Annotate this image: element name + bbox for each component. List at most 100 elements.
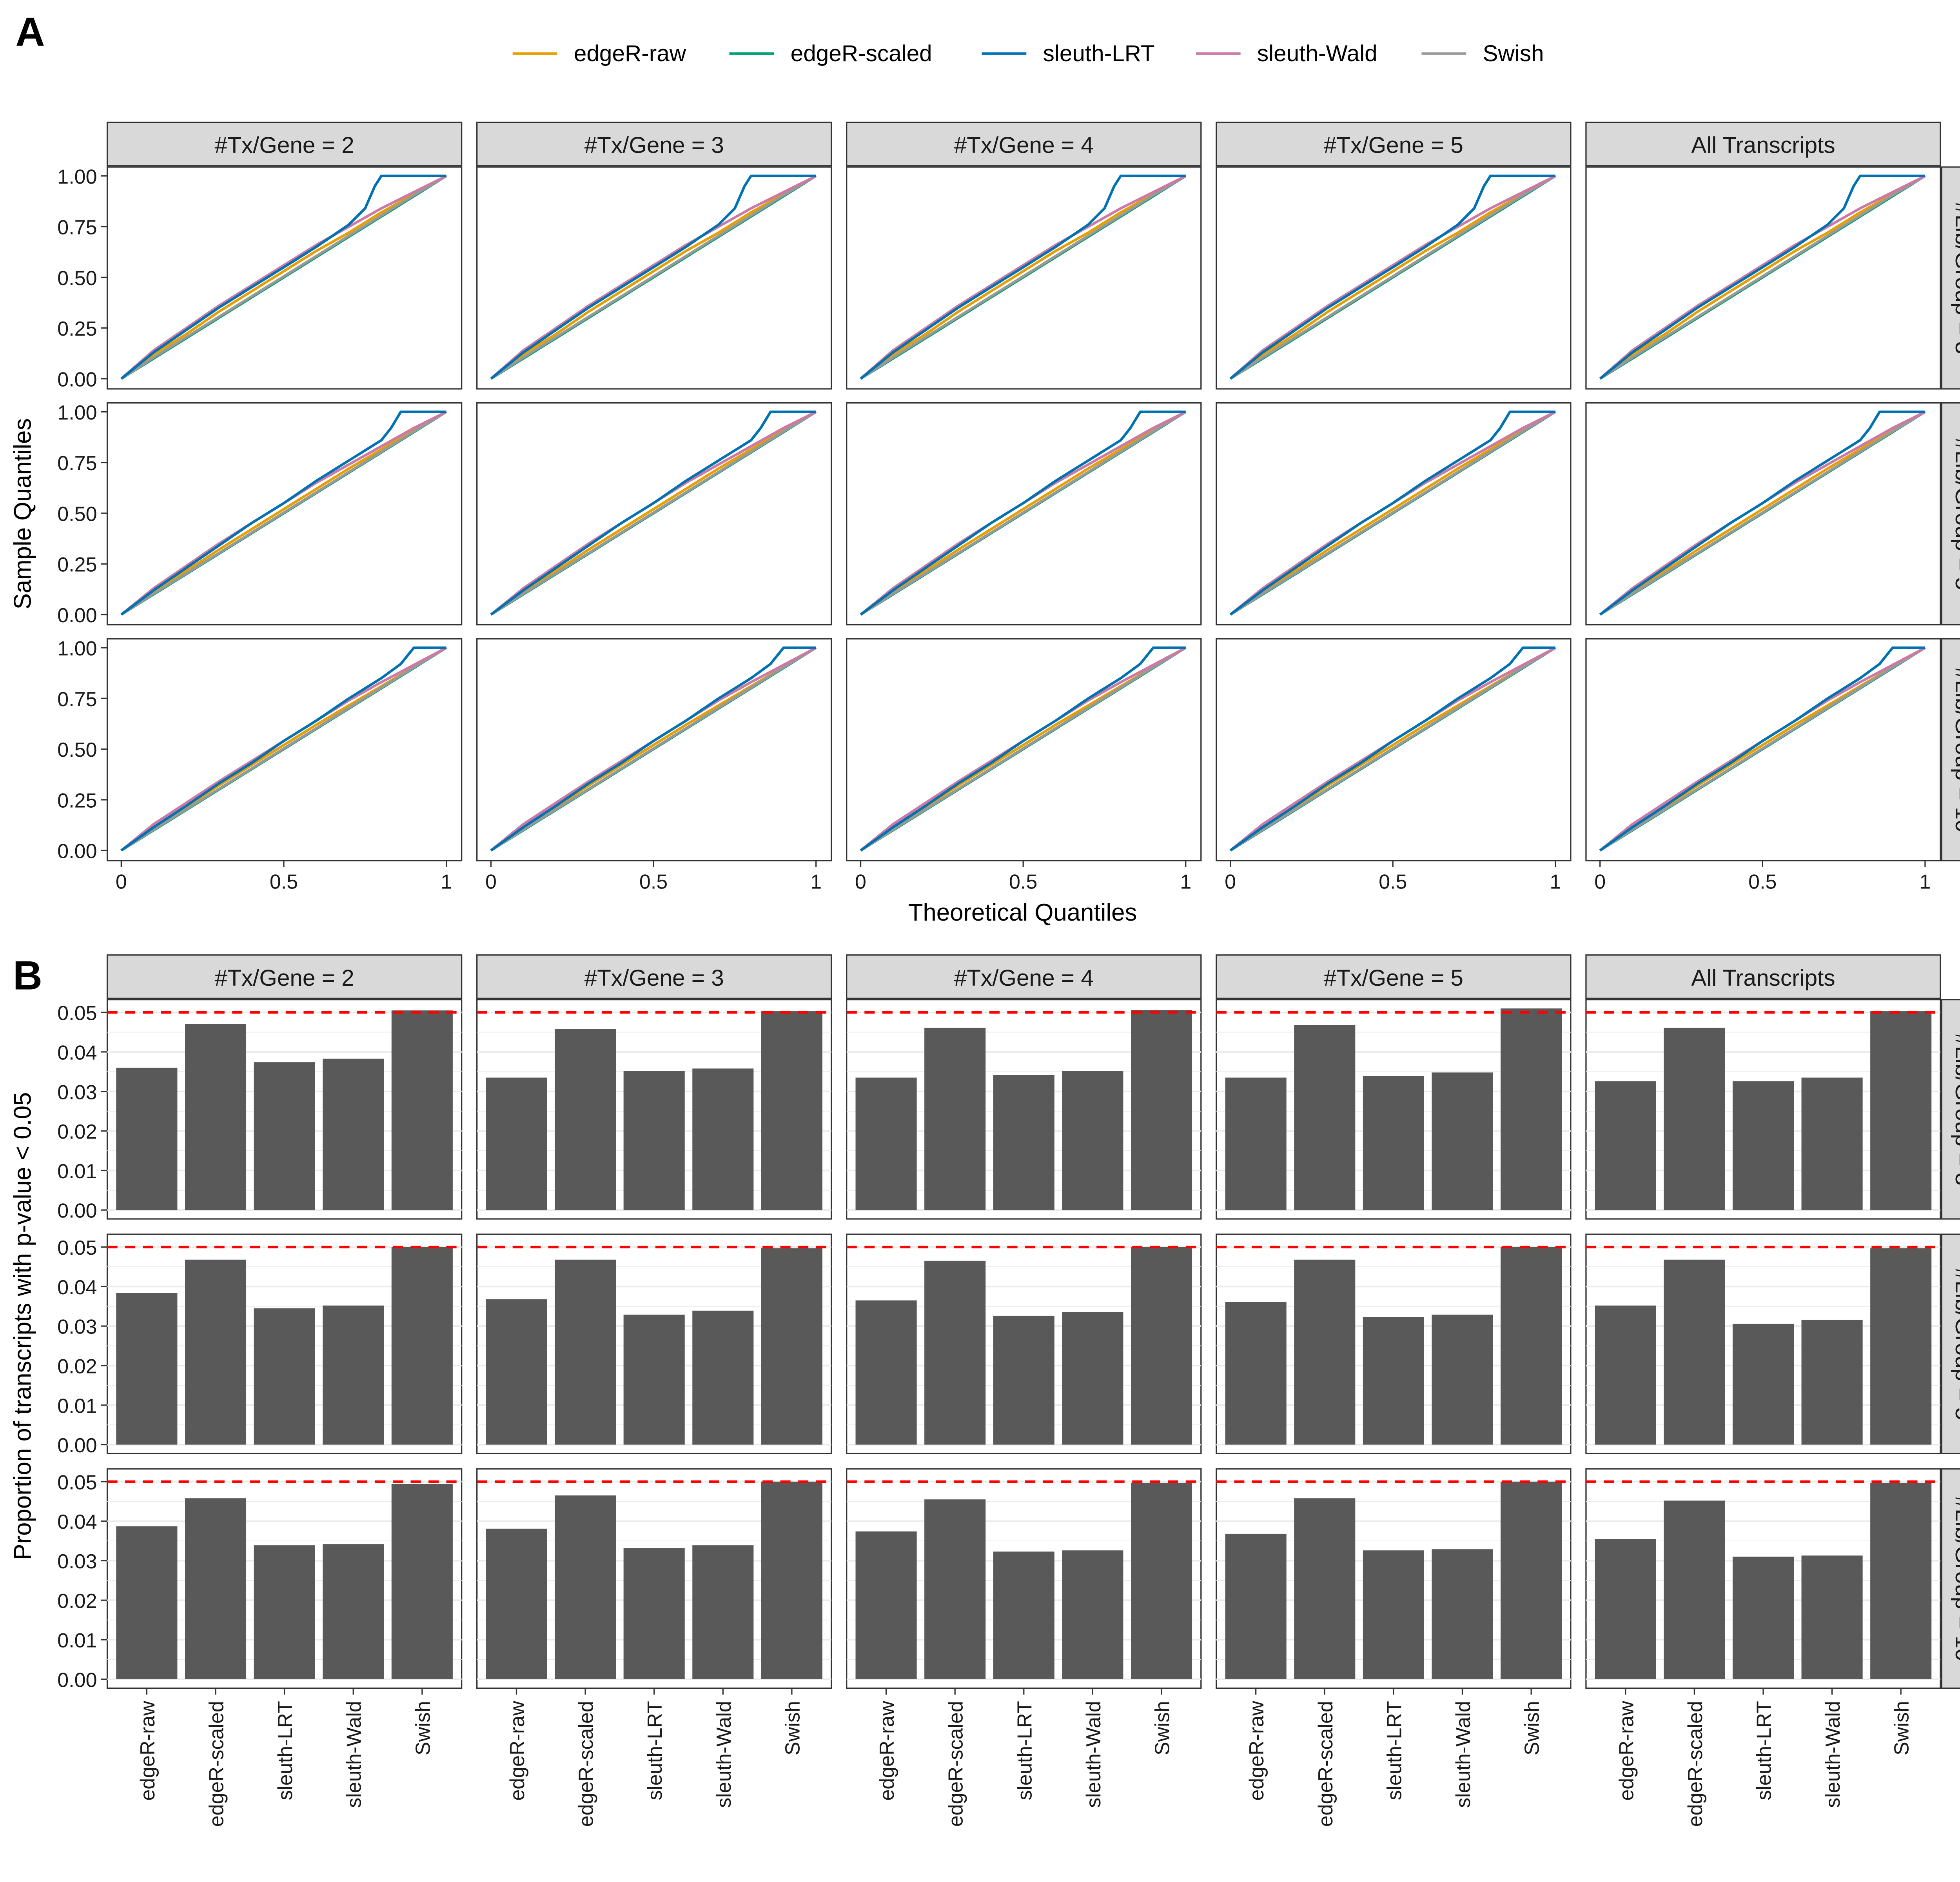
bar-edgeR-scaled [924,1028,986,1210]
y-tick-label: 0.50 [57,739,97,761]
facet-row-strip [1941,1468,1960,1689]
y-tick-label: 0.00 [57,1434,97,1457]
y-tick-label: 0.00 [57,368,97,391]
legend-label: sleuth-Wald [1257,41,1377,66]
x-tick-label: 0 [1594,871,1606,894]
panel-a-label: A [15,9,45,55]
bar-Swish [1131,1247,1192,1445]
qq-line-Swish [1229,647,1556,852]
x-tick-label: 0 [1225,871,1236,894]
x-tick-label: sleuth-Wald [343,1701,366,1808]
bar-edgeR-scaled [924,1261,986,1445]
facet-strip [1585,122,1941,167]
bar-Swish [1501,1008,1562,1210]
x-tick-label: 1 [441,871,452,894]
bar-sleuth-Wald [323,1059,384,1210]
panel-b-label: B [13,953,42,999]
x-tick-label: 0.5 [1748,871,1777,894]
qq-plot-grid: #Tx/Gene = 2 #Tx/Gene = 3 #Tx/Gene = 4 #Tx/… [9,122,1960,926]
qq-line-sleuth-Wald [1229,174,1556,380]
y-tick-label: 1.00 [57,401,97,424]
facet-strip-label: #Tx/Gene = 4 [954,133,1094,158]
qq-line-edgeR-raw [1599,174,1926,380]
y-tick-label: 0.01 [57,1160,97,1183]
qq-line-sleuth-LRT [860,411,1186,616]
qq-line-Swish [1229,174,1556,380]
x-tick-label: 0.5 [1009,871,1037,894]
x-tick-label: sleuth-Wald [713,1701,735,1808]
bar-edgeR-raw [1595,1539,1656,1679]
bar-edgeR-scaled [555,1495,616,1679]
bar-sleuth-Wald [1432,1314,1493,1445]
bar-edgeR-raw [116,1068,178,1210]
qq-line-Swish [120,174,447,380]
qq-line-edgeR-raw [120,174,447,380]
facet-row-label: #Lib/Group = 5 [1951,438,1960,590]
bar-Swish [761,1481,822,1679]
qq-line-sleuth-LRT [860,646,1186,852]
bar-edgeR-scaled [1664,1259,1725,1445]
y-tick-label: 0.75 [57,688,97,711]
bar-edgeR-raw [1225,1077,1287,1210]
bar-Swish [1501,1247,1562,1445]
y-tick-label: 0.03 [57,1316,97,1339]
bar-Swish [1501,1481,1562,1679]
x-tick-label: sleuth-Wald [1822,1701,1844,1808]
bar-sleuth-LRT [1732,1081,1794,1210]
bar-sleuth-Wald [323,1544,384,1679]
bar-edgeR-scaled [1294,1025,1356,1210]
bar-sleuth-Wald [1801,1077,1863,1210]
x-tick-label: 0 [485,871,497,894]
qq-line-sleuth-LRT [120,411,446,616]
bar-sleuth-Wald [1432,1072,1493,1210]
facet-strip [106,122,463,167]
bar-sleuth-Wald [1062,1550,1123,1679]
facet-strip [1216,954,1572,999]
bar-sleuth-LRT [254,1062,315,1210]
bar-Swish [761,1011,822,1210]
y-tick-label: 0.25 [57,789,97,812]
facet-strip-label: All Transcripts [1691,965,1835,991]
facet-row-strip [1941,1233,1960,1454]
legend-label: edgeR-scaled [791,41,932,66]
y-tick-label: 0.01 [57,1395,97,1417]
facet-row-strip [1941,166,1960,390]
qq-line-sleuth-LRT [1599,646,1925,852]
facet-strip [106,954,463,999]
bar-edgeR-raw [486,1299,547,1445]
bar-sleuth-Wald [1062,1071,1123,1210]
x-tick-label: edgeR-scaled [1314,1701,1337,1827]
bar-Swish [391,1247,453,1445]
qq-line-edgeR-raw [120,411,447,616]
qq-line-sleuth-Wald [860,174,1187,380]
bar-edgeR-raw [116,1526,178,1679]
bar-sleuth-Wald [1432,1549,1493,1679]
legend-label: edgeR-raw [574,41,686,66]
bar-sleuth-LRT [623,1314,685,1445]
bar-sleuth-Wald [1801,1319,1863,1445]
y-axis-title: Proportion of transcripts with p-value <… [9,1092,36,1560]
facet-strip [1216,122,1572,167]
facet-strip-label: #Tx/Gene = 5 [1324,133,1463,158]
x-tick-label: Swish [1151,1701,1174,1755]
bar-edgeR-scaled [1294,1259,1356,1445]
facet-strip-label: #Tx/Gene = 5 [1324,965,1463,991]
bar-Swish [1131,1010,1192,1210]
qq-line-Swish [120,647,447,852]
facet-strip-label: #Tx/Gene = 3 [584,133,724,158]
bar-sleuth-LRT [993,1075,1054,1210]
qq-line-sleuth-LRT [1229,174,1555,380]
x-tick-label: sleuth-LRT [1753,1701,1775,1800]
facet-strip-label: #Tx/Gene = 2 [215,133,354,158]
bar-sleuth-LRT [623,1071,685,1210]
qq-line-Swish [490,411,817,616]
qq-line-edgeR-raw [1599,411,1926,616]
bar-Swish [391,1010,453,1210]
qq-line-edgeR-raw [860,411,1187,616]
y-tick-label: 0.00 [57,604,97,627]
qq-line-sleuth-LRT [1599,411,1925,616]
x-tick-label: sleuth-Wald [1082,1701,1105,1808]
y-tick-label: 0.75 [57,452,97,475]
bar-edgeR-scaled [555,1029,616,1210]
